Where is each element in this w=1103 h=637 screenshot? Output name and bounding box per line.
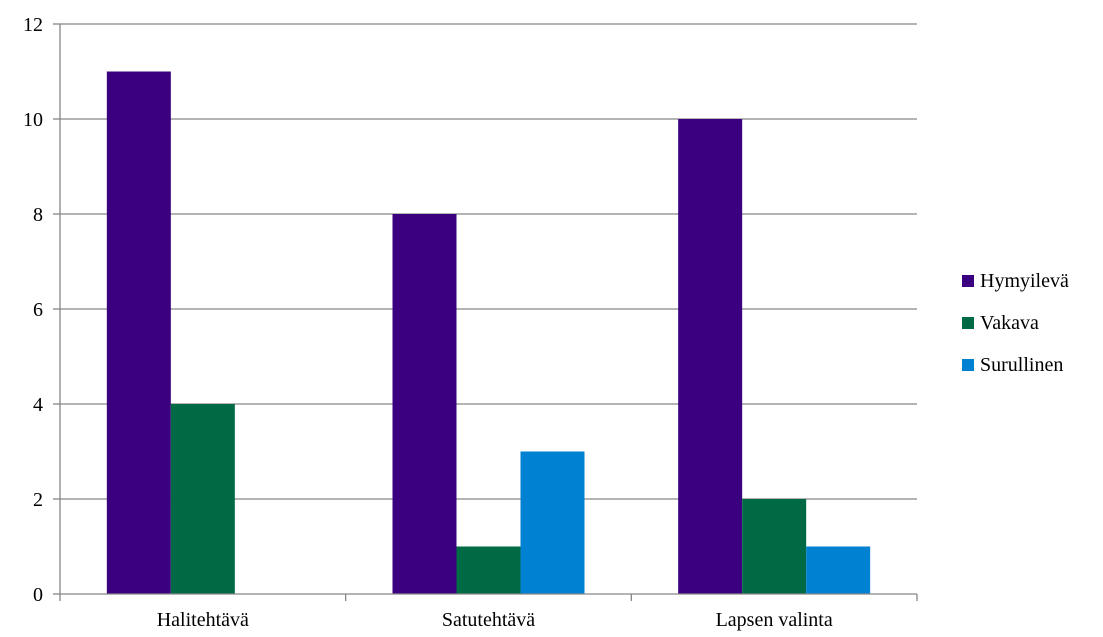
legend-label-vakava: Vakava — [980, 311, 1039, 334]
axes — [53, 23, 918, 601]
x-tick-label: Halitehtävä — [157, 609, 249, 631]
x-tick-labels: Halitehtävä Satutehtävä Lapsen valinta — [157, 609, 833, 631]
y-tick-label: 10 — [23, 109, 43, 131]
legend-item-surullinen: Surullinen — [962, 354, 1069, 376]
bar — [392, 214, 457, 594]
legend-label-surullinen: Surullinen — [980, 353, 1064, 376]
y-tick-label: 12 — [23, 14, 43, 36]
y-tick-label: 8 — [33, 204, 43, 226]
legend: Hymyilevä Vakava Surullinen — [962, 270, 1069, 396]
legend-swatch-vakava — [962, 317, 974, 329]
bar — [742, 499, 807, 594]
bar — [106, 71, 171, 594]
bar — [520, 451, 585, 594]
bar — [806, 546, 871, 594]
bar — [170, 404, 235, 594]
legend-item-hymyileva: Hymyilevä — [962, 270, 1069, 292]
legend-swatch-hymyileva — [962, 275, 974, 287]
y-tick-label: 0 — [33, 584, 43, 606]
bars — [106, 71, 871, 594]
x-tick-label: Lapsen valinta — [716, 609, 833, 631]
x-tick-label: Satutehtävä — [442, 609, 535, 631]
y-tick-label: 6 — [33, 299, 43, 321]
bar — [456, 546, 521, 594]
legend-label-hymyileva: Hymyilevä — [980, 269, 1069, 292]
y-tick-label: 2 — [33, 489, 43, 511]
y-tick-label: 4 — [33, 394, 43, 416]
bar — [678, 119, 743, 594]
legend-item-vakava: Vakava — [962, 312, 1069, 334]
legend-swatch-surullinen — [962, 359, 974, 371]
y-tick-labels: 0 2 4 6 8 10 12 — [23, 14, 43, 606]
